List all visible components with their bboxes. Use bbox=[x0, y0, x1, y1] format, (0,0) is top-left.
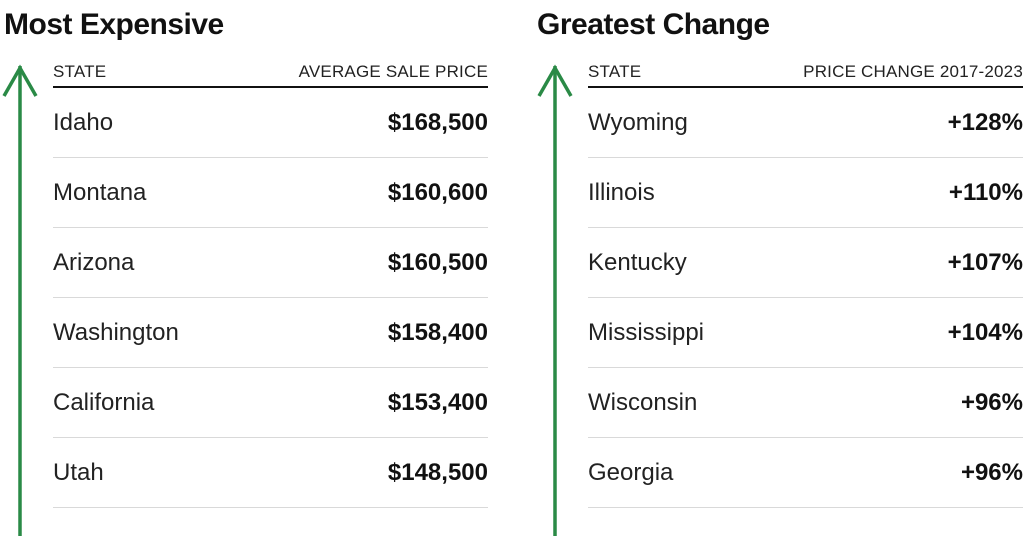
up-arrow-icon bbox=[2, 64, 38, 536]
panel-title: Greatest Change bbox=[537, 8, 770, 41]
value-label: +107% bbox=[947, 248, 1023, 276]
table-row: Idaho $168,500 bbox=[53, 88, 488, 158]
value-label: +104% bbox=[947, 318, 1023, 346]
table-header: STATE PRICE CHANGE 2017-2023 bbox=[588, 60, 1023, 88]
state-name: California bbox=[53, 388, 155, 416]
value-label: +96% bbox=[960, 388, 1023, 416]
greatest-change-panel: Greatest Change STATE PRICE CHANGE 2017-… bbox=[535, 0, 1024, 536]
state-name: Montana bbox=[53, 178, 147, 206]
value-label: $160,500 bbox=[387, 248, 488, 276]
column-header-state: STATE bbox=[53, 62, 107, 81]
up-arrow-icon bbox=[537, 64, 573, 536]
most-expensive-panel: Most Expensive STATE AVERAGE SALE PRICE … bbox=[0, 0, 500, 536]
table-body: Wyoming +128% Illinois +110% Kentucky +107% Mi… bbox=[588, 88, 1023, 508]
value-label: $168,500 bbox=[387, 108, 488, 136]
table-row: California $153,400 bbox=[53, 368, 488, 438]
state-name: Wisconsin bbox=[588, 388, 698, 416]
table-row: Wisconsin +96% bbox=[588, 368, 1023, 438]
table-header: STATE AVERAGE SALE PRICE bbox=[53, 60, 488, 88]
table-row: Washington $158,400 bbox=[53, 298, 488, 368]
state-name: Georgia bbox=[588, 458, 674, 486]
state-name: Wyoming bbox=[588, 108, 688, 136]
state-name: Washington bbox=[53, 318, 179, 346]
panel-title: Most Expensive bbox=[4, 8, 224, 41]
value-label: +110% bbox=[948, 178, 1023, 206]
table-row: Montana $160,600 bbox=[53, 158, 488, 228]
table-row: Georgia +96% bbox=[588, 438, 1023, 508]
data-table: STATE AVERAGE SALE PRICE Idaho $168,500 Mo… bbox=[53, 60, 488, 508]
state-name: Kentucky bbox=[588, 248, 687, 276]
column-header-value: AVERAGE SALE PRICE bbox=[298, 62, 488, 81]
state-name: Illinois bbox=[588, 178, 655, 206]
state-name: Mississippi bbox=[588, 318, 705, 346]
state-name: Utah bbox=[53, 458, 104, 486]
state-name: Arizona bbox=[53, 248, 135, 276]
value-label: $153,400 bbox=[387, 388, 488, 416]
value-label: +96% bbox=[960, 458, 1023, 486]
table-row: Utah $148,500 bbox=[53, 438, 488, 508]
table-row: Mississippi +104% bbox=[588, 298, 1023, 368]
column-header-value: PRICE CHANGE 2017-2023 bbox=[803, 62, 1023, 81]
table-row: Arizona $160,500 bbox=[53, 228, 488, 298]
state-name: Idaho bbox=[53, 108, 114, 136]
table-row: Wyoming +128% bbox=[588, 88, 1023, 158]
value-label: $148,500 bbox=[387, 458, 488, 486]
column-header-state: STATE bbox=[588, 62, 642, 81]
table-body: Idaho $168,500 Montana $160,600 Arizona $160,… bbox=[53, 88, 488, 508]
table-row: Kentucky +107% bbox=[588, 228, 1023, 298]
value-label: $160,600 bbox=[387, 178, 488, 206]
data-table: STATE PRICE CHANGE 2017-2023 Wyoming +128… bbox=[588, 60, 1023, 508]
table-row: Illinois +110% bbox=[588, 158, 1023, 228]
value-label: +128% bbox=[947, 108, 1023, 136]
value-label: $158,400 bbox=[387, 318, 488, 346]
